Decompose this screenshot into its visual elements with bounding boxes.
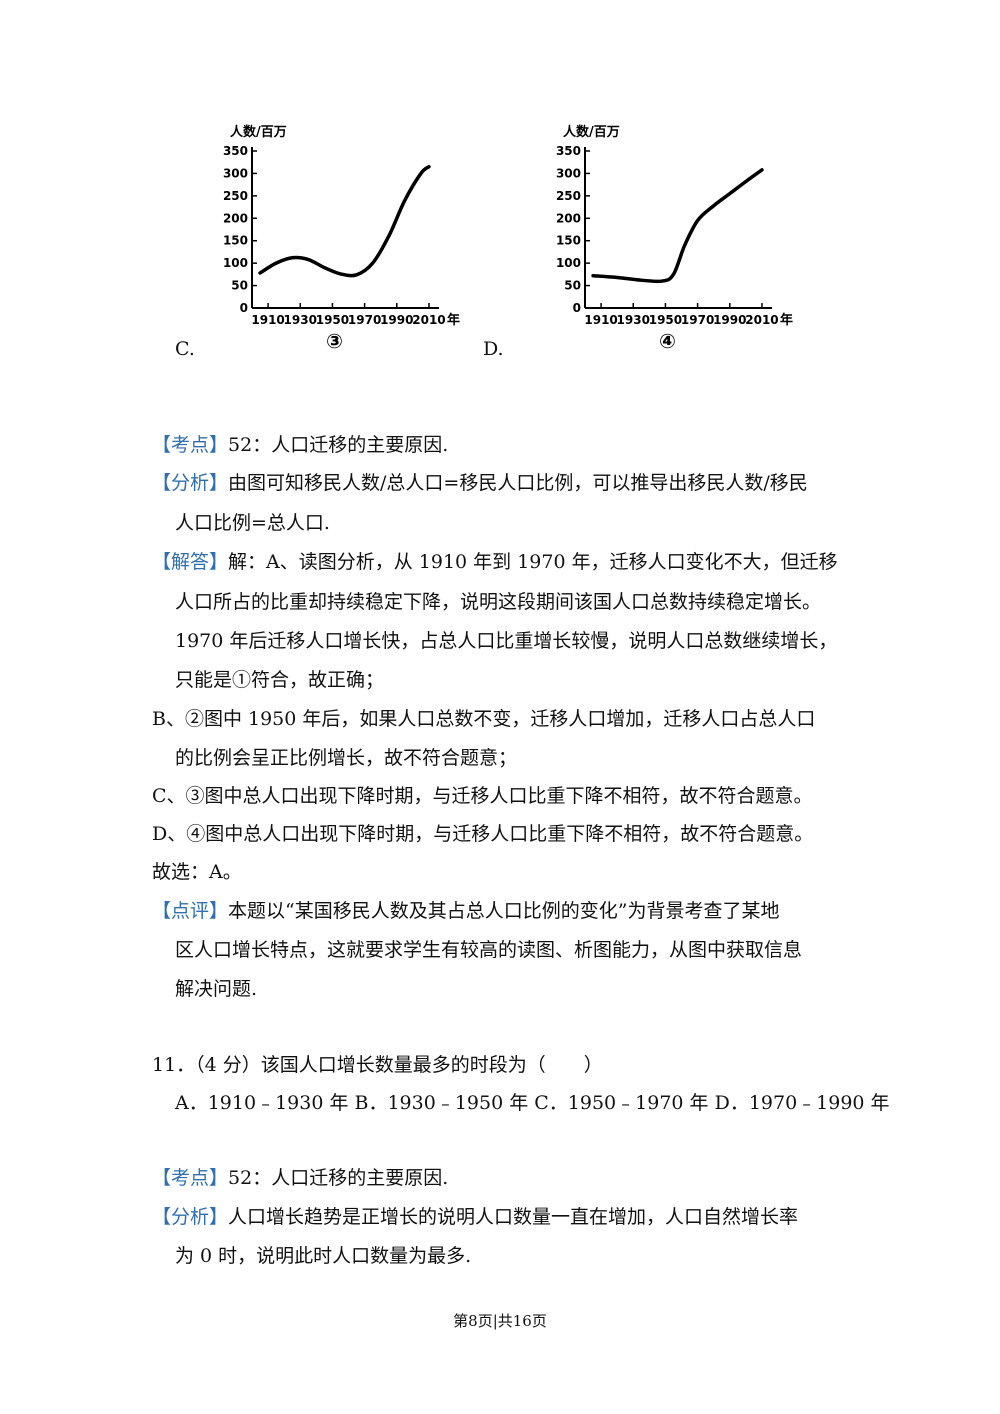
q11-fenxi-2: 为 0 时，说明此时人口数量为最多. <box>175 1245 472 1267</box>
series-line <box>591 168 764 284</box>
dianping-tag: 【点评】 <box>152 900 229 922</box>
x-tick-label: 2010 <box>412 313 445 327</box>
x-tick-label: 1910 <box>584 313 617 327</box>
q10-jieda-4: 只能是①符合，故正确； <box>175 669 385 691</box>
x-tick-label: 1930 <box>284 313 317 327</box>
q10-fenxi-2: 人口比例=总人口. <box>175 512 330 534</box>
q10-fenxi-1: 【分析】由图可知移民人数/总人口=移民人口比例，可以推导出移民人数/移民 <box>152 471 808 495</box>
option-c-label: C. <box>175 338 195 360</box>
q11-options: A．1910﹣1930 年 B．1930﹣1950 年 C．1950﹣1970 … <box>175 1092 890 1114</box>
chart-3: 人数/百万 0 50 100 150 200 250 300 350 1910 1930 1950 19… <box>212 118 472 353</box>
kaodian-tag: 【考点】 <box>152 1167 229 1189</box>
q10-dianping-1: 【点评】本题以“某国移民人数及其占总人口比例的变化”为背景考查了某地 <box>152 899 779 923</box>
jieda-text: 解：A、读图分析，从 1910 年到 1970 年，迁移人口变化不大，但迁移 <box>228 551 838 573</box>
q11-fenxi-1: 【分析】人口增长趋势是正增长的说明人口数量一直在增加，人口自然增长率 <box>152 1205 798 1229</box>
chart-caption: ③ <box>326 329 343 353</box>
chart-4-svg: 人数/百万05010015020025030035019101930195019… <box>556 124 793 353</box>
fenxi-tag: 【分析】 <box>152 472 229 494</box>
q10-jieda-1: 【解答】解：A、读图分析，从 1910 年到 1970 年，迁移人口变化不大，但… <box>152 550 838 574</box>
q10-c-line: C、③图中总人口出现下降时期，与迁移人口比重下降不相符，故不符合题意。 <box>152 785 813 807</box>
x-tick-label: 1950 <box>316 313 349 327</box>
y-tick-label: 350 <box>556 144 581 158</box>
y-tick-label: 0 <box>573 301 581 315</box>
kaodian-text: 52：人口迁移的主要原因. <box>228 434 449 456</box>
page-footer: 第8页|共16页 <box>453 1312 547 1330</box>
q10-jieda-3: 1970 年后迁移人口增长快，占总人口比重增长较慢，说明人口总数继续增长， <box>175 630 838 652</box>
y-tick-label: 0 <box>240 301 248 315</box>
x-tick-label: 1930 <box>617 313 650 327</box>
q10-dianping-2: 区人口增长特点，这就要求学生有较高的读图、析图能力，从图中获取信息 <box>175 939 803 961</box>
kaodian-tag: 【考点】 <box>152 434 229 456</box>
chart-caption: ④ <box>659 329 676 353</box>
y-tick-label: 200 <box>223 211 248 225</box>
q10-b-2: 的比例会呈正比例增长，故不符合题意； <box>175 747 518 769</box>
y-tick-label: 200 <box>556 211 581 225</box>
x-tick-label: 2010 <box>745 313 778 327</box>
q11-kaodian: 【考点】52：人口迁移的主要原因. <box>152 1166 448 1190</box>
q10-b-1: B、②图中 1950 年后，如果人口总数不变，迁移人口增加，迁移人口占总人口 <box>152 708 816 730</box>
q10-jieda-2: 人口所占的比重却持续稳定下降，说明这段期间该国人口总数持续稳定增长。 <box>175 591 822 613</box>
q11-question: 11．（4 分）该国人口增长数量最多的时段为（ ） <box>152 1054 603 1076</box>
y-tick-label: 50 <box>231 279 248 293</box>
fenxi-text: 由图可知移民人数/总人口=移民人口比例，可以推导出移民人数/移民 <box>228 472 808 494</box>
y-tick-label: 250 <box>223 189 248 203</box>
y-tick-label: 150 <box>223 234 248 248</box>
x-tick-label: 1990 <box>713 313 746 327</box>
x-unit-label: 年 <box>780 312 793 328</box>
y-tick-label: 150 <box>556 234 581 248</box>
y-axis-label: 人数/百万 <box>230 124 287 140</box>
x-tick-label: 1970 <box>348 313 381 327</box>
option-d-label: D. <box>483 338 504 360</box>
y-axis-label: 人数/百万 <box>563 124 620 140</box>
y-tick-label: 350 <box>223 144 248 158</box>
fenxi-text: 人口增长趋势是正增长的说明人口数量一直在增加，人口自然增长率 <box>228 1206 799 1228</box>
series-line <box>258 164 431 278</box>
dianping-text: 本题以“某国移民人数及其占总人口比例的变化”为背景考查了某地 <box>228 900 780 922</box>
fenxi-tag: 【分析】 <box>152 1206 229 1228</box>
q10-dianping-3: 解决问题. <box>175 978 258 1000</box>
y-tick-label: 300 <box>223 166 248 180</box>
x-tick-label: 1970 <box>681 313 714 327</box>
y-tick-label: 100 <box>556 256 581 270</box>
chart-4: 人数/百万 0 50 100 150 200 250 300 350 1910 1930 1950 19… <box>545 118 805 353</box>
kaodian-text: 52：人口迁移的主要原因. <box>228 1167 449 1189</box>
q10-d-line: D、④图中总人口出现下降时期，与迁移人口比重下降不相符，故不符合题意。 <box>152 823 814 845</box>
y-tick-label: 300 <box>556 166 581 180</box>
chart-3-svg: 人数/百万05010015020025030035019101930195019… <box>223 124 460 353</box>
y-tick-label: 50 <box>564 279 581 293</box>
q10-kaodian: 【考点】52：人口迁移的主要原因. <box>152 433 448 457</box>
x-tick-label: 1950 <box>649 313 682 327</box>
q10-choice: 故选：A。 <box>152 861 242 883</box>
x-unit-label: 年 <box>447 312 460 328</box>
x-tick-label: 1990 <box>380 313 413 327</box>
y-tick-label: 250 <box>556 189 581 203</box>
y-tick-label: 100 <box>223 256 248 270</box>
x-tick-label: 1910 <box>251 313 284 327</box>
jieda-tag: 【解答】 <box>152 551 229 573</box>
